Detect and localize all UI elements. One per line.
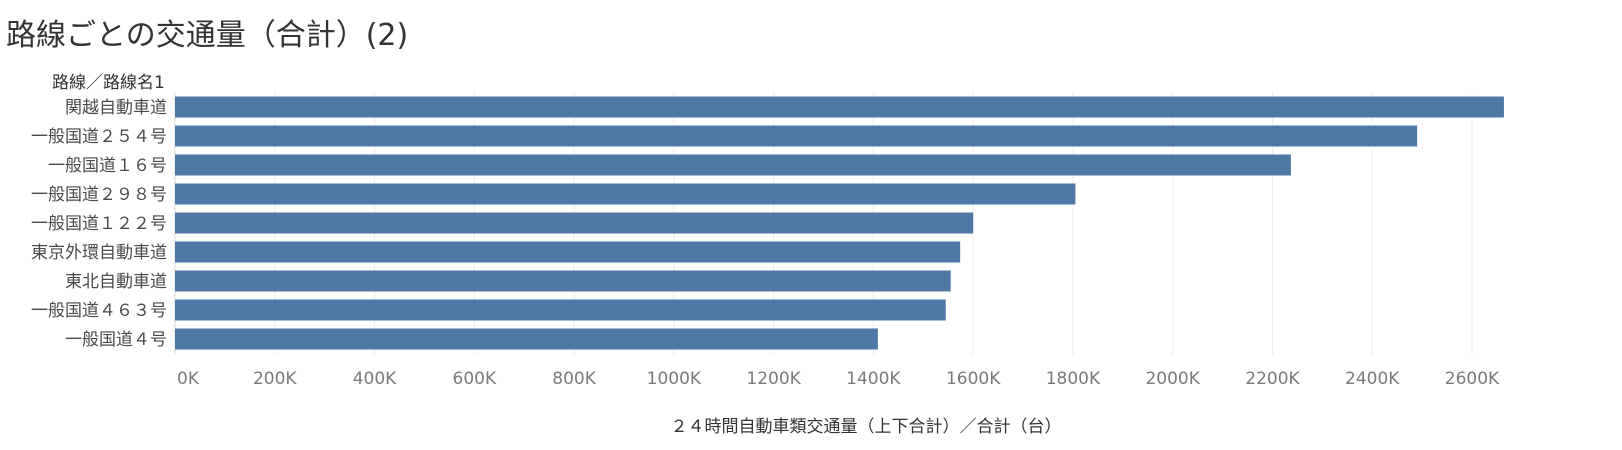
x-tick-label: 1400K	[846, 369, 901, 389]
x-tick-label: 1200K	[746, 369, 801, 389]
bar[interactable]	[175, 96, 1504, 118]
bar[interactable]	[175, 212, 974, 234]
bar[interactable]	[175, 270, 951, 292]
category-label: 一般国道１６号	[48, 156, 167, 176]
bar[interactable]	[175, 183, 1076, 205]
category-label: 東京外環自動車道	[31, 243, 167, 263]
x-tick-label: 200K	[253, 369, 297, 389]
category-label: 関越自動車道	[65, 98, 167, 118]
bar[interactable]	[175, 299, 946, 321]
x-tick-label: 800K	[552, 369, 596, 389]
x-tick-label: 2400K	[1345, 369, 1400, 389]
x-axis-title: ２４時間自動車類交通量（上下合計）／合計（台）	[671, 417, 1062, 437]
x-tick-label: 2000K	[1145, 369, 1200, 389]
category-label: 一般国道２９８号	[31, 185, 167, 205]
x-tick-label: 1800K	[1046, 369, 1101, 389]
category-label: 東北自動車道	[65, 272, 167, 292]
x-tick-label: 400K	[353, 369, 397, 389]
category-label: 一般国道４号	[65, 330, 167, 350]
x-tick-label: 2600K	[1445, 369, 1500, 389]
bar[interactable]	[175, 125, 1418, 147]
x-tick-label: 1000K	[647, 369, 702, 389]
x-tick-label: 1600K	[946, 369, 1001, 389]
row-header-label: 路線／路線名1	[52, 73, 165, 93]
bar[interactable]	[175, 328, 878, 350]
category-label: 一般国道１２２号	[31, 214, 167, 234]
x-tick-label: 600K	[453, 369, 497, 389]
bar-layer	[175, 96, 1504, 350]
chart-title: 路線ごとの交通量（合計）(2)	[6, 18, 409, 53]
x-tick-label: 0K	[177, 369, 200, 389]
bar[interactable]	[175, 241, 961, 263]
x-tick-label: 2200K	[1245, 369, 1300, 389]
bar[interactable]	[175, 154, 1291, 176]
label-layer: 0K 200K 400K 600K 800K 1000K 1200K 1400K 1600K 18…	[31, 98, 1500, 389]
category-label: 一般国道２５４号	[31, 127, 167, 147]
category-label: 一般国道４６３号	[31, 301, 167, 321]
